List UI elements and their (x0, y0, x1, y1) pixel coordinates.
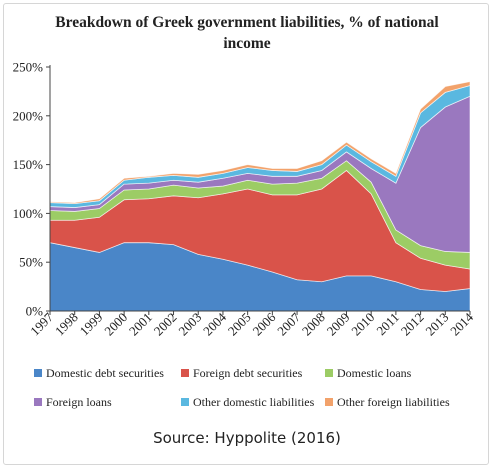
x-tick-label: 2012 (398, 310, 427, 339)
x-tick-label: 2009 (324, 310, 353, 339)
y-tick-labels: 0% 50% 100% 150% 200% 250% (13, 60, 50, 319)
legend-label: Other foreign liabilities (337, 395, 450, 409)
x-tick-label: 2013 (422, 310, 451, 339)
legend-item: Foreign loans (34, 395, 112, 409)
legend-swatch (325, 398, 333, 406)
x-tick-label: 2007 (274, 309, 303, 338)
x-tick-label: 2011 (373, 310, 402, 339)
legend-item: Other domestic liabilities (181, 395, 315, 409)
x-tick-label: 2000 (101, 310, 130, 339)
x-tick-labels: 1997199819992000200120022003200420052006… (27, 309, 476, 338)
legend-item: Foreign debt securities (181, 366, 303, 380)
legend-label: Foreign loans (46, 395, 112, 409)
x-tick-label: 2002 (151, 310, 180, 339)
x-tick-label: 2006 (249, 309, 278, 338)
x-tick-label: 2004 (200, 309, 229, 338)
legend-swatch (325, 369, 333, 377)
x-tick-label: 2014 (447, 309, 476, 338)
source-caption: Source: Hyppolite (2016) (153, 429, 341, 447)
legend-swatch (34, 398, 42, 406)
x-tick-label: 2008 (299, 310, 328, 339)
legend-item: Domestic debt securities (34, 366, 164, 380)
x-tick-label: 1998 (52, 310, 81, 339)
legend-label: Domestic debt securities (46, 366, 164, 380)
chart-title: Breakdown of Greek government liabilitie… (55, 14, 439, 52)
legend-item: Other foreign liabilities (325, 395, 450, 409)
legend-swatch (181, 369, 189, 377)
y-tick-label: 250% (13, 60, 44, 75)
x-tick-label: 2010 (348, 310, 377, 339)
y-tick-label: 100% (13, 206, 44, 221)
area-layers (49, 81, 471, 312)
y-tick-label: 0% (26, 304, 44, 319)
x-tick-label: 2001 (126, 310, 155, 339)
y-tick-label: 50% (19, 255, 43, 270)
legend-item: Domestic loans (325, 366, 412, 380)
area-other-foreign-liabilities (49, 81, 471, 205)
y-tick-label: 150% (13, 157, 44, 172)
x-tick-label: 2005 (225, 310, 254, 339)
legend: Domestic debt securities Foreign debt sec… (34, 366, 450, 409)
legend-label: Domestic loans (337, 366, 412, 380)
x-tick-label: 1999 (77, 310, 106, 339)
legend-swatch (181, 398, 189, 406)
legend-swatch (34, 369, 42, 377)
legend-label: Other domestic liabilities (193, 395, 315, 409)
legend-label: Foreign debt securities (193, 366, 303, 380)
chart-title-line-1: Breakdown of Greek government liabilitie… (55, 14, 439, 31)
x-tick-label: 2003 (175, 310, 204, 339)
axes (49, 65, 470, 312)
y-tick-label: 200% (13, 108, 44, 123)
chart-title-line-2: income (223, 35, 270, 52)
